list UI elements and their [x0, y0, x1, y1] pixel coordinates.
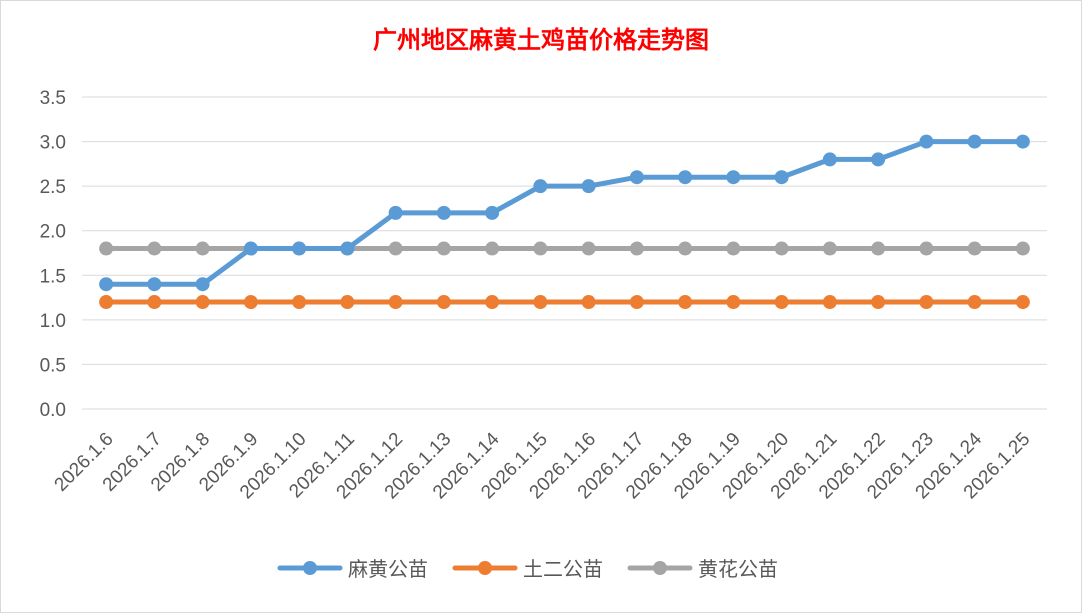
data-point [967, 295, 982, 310]
data-point [1015, 295, 1030, 310]
data-point [99, 241, 114, 256]
y-tick-label: 0.5 [40, 355, 66, 376]
legend-marker [303, 561, 317, 575]
data-point [919, 241, 934, 256]
series-2 [99, 295, 1030, 310]
data-point [774, 241, 789, 256]
y-tick-label: 1.0 [40, 311, 66, 332]
data-point [726, 170, 741, 185]
legend-entry: 黄花公苗 [627, 557, 778, 581]
data-point [99, 277, 114, 292]
data-point [629, 295, 644, 310]
data-point [485, 241, 500, 256]
series-group [99, 134, 1030, 310]
data-point [99, 295, 114, 310]
data-point [967, 241, 982, 256]
data-point [147, 241, 162, 256]
data-point [871, 241, 886, 256]
data-point [629, 170, 644, 185]
data-point [147, 295, 162, 310]
data-point [292, 295, 307, 310]
data-point [243, 295, 258, 310]
data-point [678, 295, 693, 310]
data-point [195, 277, 210, 292]
data-point [581, 179, 596, 194]
data-point [436, 295, 451, 310]
data-point [340, 295, 355, 310]
data-point [195, 241, 210, 256]
data-point [871, 295, 886, 310]
data-point [147, 277, 162, 292]
series-1 [99, 134, 1030, 292]
legend-entry: 土二公苗 [452, 557, 603, 581]
y-tick-label: 3.0 [40, 133, 66, 154]
legend-entry: 麻黄公苗 [277, 557, 428, 581]
x-axis: 2026.1.62026.1.72026.1.82026.1.92026.1.1… [51, 428, 1035, 503]
data-point [533, 295, 548, 310]
data-point [967, 134, 982, 149]
y-tick-label: 1.5 [40, 266, 66, 287]
data-point [822, 241, 837, 256]
data-point [581, 241, 596, 256]
legend-marker [653, 561, 667, 575]
series-line [103, 139, 1026, 287]
data-point [533, 179, 548, 194]
data-point [388, 241, 403, 256]
data-point [774, 170, 789, 185]
data-point [919, 295, 934, 310]
data-point [388, 295, 403, 310]
data-point [485, 295, 500, 310]
data-point [822, 152, 837, 167]
data-point [388, 205, 403, 220]
data-point [1015, 241, 1030, 256]
y-tick-label: 3.5 [40, 88, 66, 109]
data-point [678, 241, 693, 256]
y-tick-label: 2.5 [40, 177, 66, 198]
data-point [485, 205, 500, 220]
legend-label: 麻黄公苗 [348, 557, 428, 581]
data-point [436, 205, 451, 220]
chart-title: 广州地区麻黄土鸡苗价格走势图 [373, 25, 709, 54]
data-point [1015, 134, 1030, 149]
data-point [871, 152, 886, 167]
data-point [533, 241, 548, 256]
data-point [581, 295, 596, 310]
data-point [726, 241, 741, 256]
gridlines [82, 96, 1047, 410]
data-point [678, 170, 693, 185]
data-point [195, 295, 210, 310]
data-point [726, 295, 741, 310]
y-tick-label: 0.0 [40, 400, 66, 421]
data-point [919, 134, 934, 149]
data-point [629, 241, 644, 256]
series-3 [99, 241, 1030, 256]
legend-label: 土二公苗 [523, 557, 603, 581]
legend: 麻黄公苗 土二公苗 黄花公苗 [277, 557, 778, 581]
legend-label: 黄花公苗 [698, 557, 778, 581]
legend-marker [478, 561, 492, 575]
data-point [243, 241, 258, 256]
data-point [822, 295, 837, 310]
y-tick-label: 2.0 [40, 222, 66, 243]
data-point [774, 295, 789, 310]
y-axis: 0.0 0.5 1.0 1.5 2.0 2.5 3.0 3.5 [40, 88, 66, 421]
data-point [340, 241, 355, 256]
data-point [436, 241, 451, 256]
data-point [292, 241, 307, 256]
